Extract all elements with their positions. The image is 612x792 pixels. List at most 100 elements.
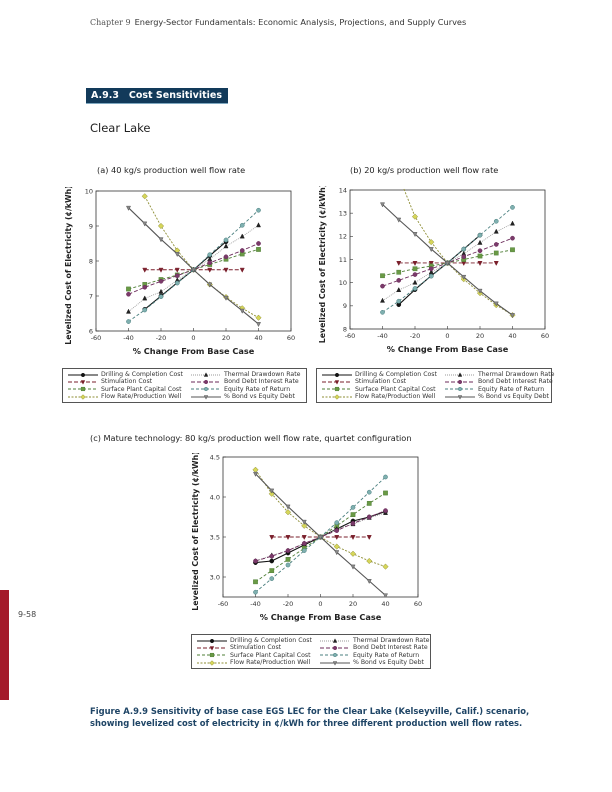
data-point: [366, 535, 372, 541]
y-tick-label: 6: [89, 327, 93, 335]
data-point: [396, 278, 402, 283]
data-point: [350, 521, 356, 526]
data-point: [412, 261, 418, 267]
chart-b-title: (b) 20 kg/s production well flow rate: [350, 165, 499, 175]
data-point: [141, 193, 148, 200]
data-point: [509, 313, 516, 319]
plot-frame: [349, 189, 546, 330]
legend-item: Flow Rate/Production Well: [197, 659, 312, 666]
data-point: [366, 514, 372, 520]
data-point: [380, 283, 385, 289]
data-point: [174, 273, 180, 279]
legend-swatch-icon: [322, 372, 352, 377]
data-point: [380, 309, 385, 315]
legend-item: Stimulation Cost: [322, 378, 437, 385]
legend-swatch-icon: [68, 380, 98, 385]
data-point: [80, 380, 86, 385]
data-point: [428, 247, 434, 253]
data-point: [332, 660, 338, 666]
data-point: [126, 286, 131, 292]
x-axis-label: % Change From Base Case: [133, 346, 255, 356]
legend-label: % Bond vs Equity Debt: [223, 392, 295, 400]
data-point: [461, 254, 467, 260]
data-point: [428, 266, 434, 272]
section-title: Cost Sensitivities: [128, 90, 223, 101]
y-tick-label: 3.0: [210, 573, 220, 581]
legend-swatch-icon: [319, 660, 350, 666]
legend-item: Drilling & Completion Cost: [322, 371, 437, 378]
legend-label: Surface Plant Capital Cost: [101, 385, 182, 393]
legend-swatch-icon: [197, 659, 227, 666]
y-tick-label: 13: [339, 209, 347, 217]
y-tick-label: 7: [89, 292, 93, 300]
data-point: [366, 489, 372, 495]
data-point: [412, 232, 418, 238]
section-heading: A.9.3 Cost Sensitivities: [86, 88, 229, 104]
legend-item: Equity Rate of Return: [190, 385, 301, 393]
data-point: [461, 274, 467, 280]
series-line: [382, 223, 513, 302]
legend-label: Equity Rate of Return: [223, 385, 291, 393]
legend-item: Equity Rate of Return: [444, 386, 554, 393]
data-point: [223, 237, 229, 243]
running-head: Chapter 9 Energy-Sector Fundamentals: Eco…: [90, 17, 466, 27]
chapter-side-tab: [0, 590, 9, 700]
data-point: [461, 246, 467, 252]
legend-swatch-icon: [319, 645, 350, 650]
legend-item: Surface Plant Capital Cost: [68, 386, 183, 393]
legend-item: Thermal Drawdown Rate: [190, 371, 301, 378]
legend-label: Flow Rate/Production Well: [101, 392, 182, 400]
data-point: [350, 535, 356, 541]
x-tick-label: -20: [283, 600, 294, 608]
legend-item: Bond Debt Interest Rate: [319, 644, 429, 651]
y-tick-label: 10: [85, 187, 93, 195]
chart-c: -60 -40 -20 0 20 40 60 3.0 3.5 4.0 4.5 % Change Fro…: [191, 453, 422, 622]
data-point: [125, 308, 132, 314]
data-point: [350, 505, 356, 510]
data-point: [396, 269, 402, 275]
legend-item: Equity Rate of Return: [319, 652, 429, 659]
data-point: [334, 520, 340, 525]
data-point: [239, 248, 245, 253]
data-point: [207, 252, 213, 258]
x-tick-label: 40: [381, 600, 389, 608]
legend-swatch-icon: [444, 371, 475, 377]
data-point: [158, 278, 164, 284]
y-tick-label: 8: [89, 257, 93, 265]
legend-swatch-icon: [190, 379, 221, 384]
data-point: [333, 543, 340, 550]
legend-item: Stimulation Cost: [68, 378, 183, 385]
legend-item: % Bond vs Equity Debt: [190, 392, 301, 400]
data-point: [255, 322, 262, 328]
section-number: A.9.3: [91, 90, 119, 101]
data-point: [493, 228, 499, 234]
data-point: [80, 393, 86, 400]
legend-item: Thermal Drawdown Rate: [319, 637, 429, 644]
legend-item: Surface Plant Capital Cost: [322, 386, 437, 393]
data-point: [80, 372, 86, 377]
x-tick-label: 60: [414, 600, 422, 608]
data-point: [285, 504, 291, 510]
y-tick-label: 8: [343, 325, 347, 333]
data-point: [256, 207, 261, 213]
x-tick-label: -60: [218, 600, 229, 608]
data-point: [301, 541, 307, 546]
legend-item: Stimulation Cost: [197, 644, 312, 651]
y-axis-label: Levelized Cost of Electricity (¢/kWh): [191, 453, 200, 611]
data-point: [301, 519, 307, 525]
x-tick-label: 40: [508, 332, 516, 340]
data-point: [334, 528, 340, 533]
y-axis-label: Levelized Cost of Electricity (¢/kWh): [64, 187, 73, 345]
data-point: [334, 380, 340, 385]
data-point: [444, 261, 451, 267]
x-tick-label: -20: [156, 334, 167, 342]
series-line: [255, 512, 386, 562]
x-tick-label: 60: [287, 334, 295, 342]
legend-swatch-icon: [444, 379, 475, 384]
legend-item: Surface Plant Capital Cost: [197, 652, 312, 659]
data-point: [158, 237, 164, 243]
chart-b-legend: Drilling & Completion Cost Thermal Drawdo…: [316, 368, 554, 404]
chart-b: -60 -40 -20 0 20 40 60 8 9 10 11 12 13 14 % Change Fro…: [318, 186, 549, 354]
legend-swatch-icon: [68, 372, 98, 377]
data-point: [223, 254, 229, 260]
